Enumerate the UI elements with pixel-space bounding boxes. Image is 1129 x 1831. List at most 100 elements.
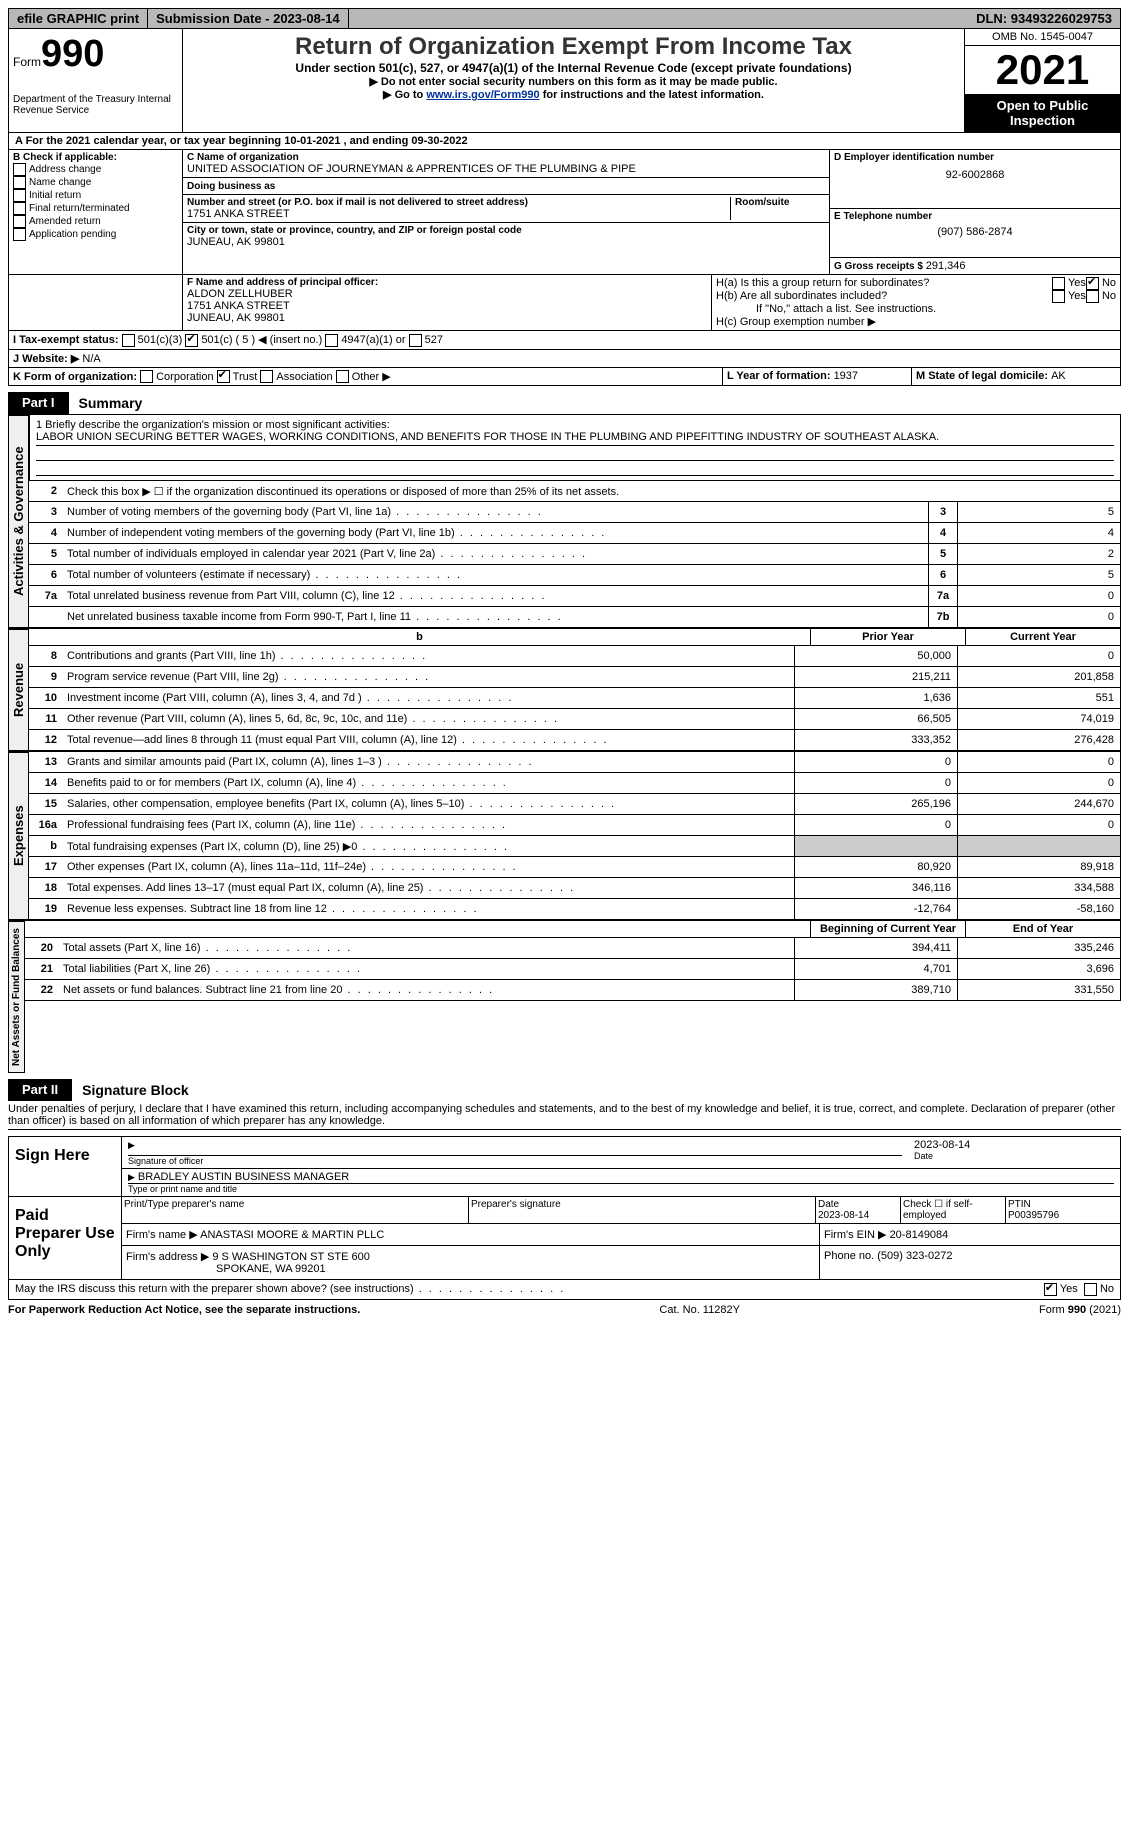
- hb-label: H(b) Are all subordinates included?: [716, 290, 1052, 303]
- irs-link[interactable]: www.irs.gov/Form990: [426, 89, 539, 101]
- sign-here-label: Sign Here: [9, 1137, 122, 1196]
- public-inspection: Open to Public Inspection: [965, 94, 1120, 132]
- footer-left: For Paperwork Reduction Act Notice, see …: [8, 1304, 360, 1316]
- city-label: City or town, state or province, country…: [187, 225, 825, 236]
- period-row: A For the 2021 calendar year, or tax yea…: [8, 133, 1121, 150]
- mission-block: 1 Briefly describe the organization's mi…: [29, 415, 1121, 481]
- discuss-question: May the IRS discuss this return with the…: [15, 1283, 1044, 1296]
- officer-addr1: 1751 ANKA STREET: [187, 300, 707, 312]
- line-2: Check this box ▶ ☐ if the organization d…: [63, 483, 1120, 500]
- firm-addr-label: Firm's address ▶: [126, 1251, 212, 1263]
- city-state-zip: JUNEAU, AK 99801: [187, 236, 825, 248]
- gross-receipts-label: G Gross receipts $: [834, 261, 926, 272]
- chk-501c3[interactable]: [122, 334, 135, 347]
- prep-selfemp: Check ☐ if self-employed: [901, 1197, 1006, 1223]
- chk-other[interactable]: [336, 370, 349, 383]
- prep-name-label: Print/Type preparer's name: [122, 1197, 469, 1223]
- curr-13: 0: [957, 752, 1120, 772]
- discuss-yes[interactable]: [1044, 1283, 1057, 1296]
- curr-12: 276,428: [957, 730, 1120, 750]
- part1-header: Part I Summary: [8, 392, 1121, 414]
- summary-line-4: Number of independent voting members of …: [63, 525, 928, 541]
- prior-13: 0: [794, 752, 957, 772]
- prior-14: 0: [794, 773, 957, 793]
- footer-right: Form 990 (2021): [1039, 1304, 1121, 1316]
- formation-year: 1937: [834, 370, 858, 382]
- chk-assoc[interactable]: [260, 370, 273, 383]
- prior-11: 66,505: [794, 709, 957, 729]
- prior-16a: 0: [794, 815, 957, 835]
- discuss-row: May the IRS discuss this return with the…: [8, 1280, 1121, 1300]
- part1-tab: Part I: [8, 392, 69, 414]
- vlabel-netassets: Net Assets or Fund Balances: [8, 921, 25, 1073]
- org-name: UNITED ASSOCIATION OF JOURNEYMAN & APPRE…: [187, 163, 825, 175]
- line-14: Benefits paid to or for members (Part IX…: [63, 775, 794, 791]
- form-number: 990: [41, 33, 104, 75]
- hb-no[interactable]: [1086, 290, 1099, 303]
- col-current: Current Year: [966, 629, 1120, 645]
- form-header: Form990 Department of the Treasury Inter…: [8, 29, 1121, 133]
- summary-line-7a: Total unrelated business revenue from Pa…: [63, 588, 928, 604]
- vlabel-governance: Activities & Governance: [8, 415, 29, 628]
- perjury-text: Under penalties of perjury, I declare th…: [8, 1101, 1121, 1130]
- curr-19: -58,160: [957, 899, 1120, 919]
- prior-22: 389,710: [794, 980, 957, 1000]
- part1-title: Summary: [69, 392, 153, 414]
- tax-year: 2021: [965, 46, 1120, 94]
- curr-10: 551: [957, 688, 1120, 708]
- line-8: Contributions and grants (Part VIII, lin…: [63, 648, 794, 664]
- room-suite: Room/suite: [730, 197, 825, 220]
- ein-value: 92-6002868: [834, 169, 1116, 181]
- line-b-spacer: b: [29, 629, 811, 645]
- summary-line-3: Number of voting members of the governin…: [63, 504, 928, 520]
- line-b: Total fundraising expenses (Part IX, col…: [63, 838, 794, 855]
- prior-8: 50,000: [794, 646, 957, 666]
- discuss-no[interactable]: [1084, 1283, 1097, 1296]
- hb-yes[interactable]: [1052, 290, 1065, 303]
- firm-addr: 9 S WASHINGTON ST STE 600: [212, 1251, 370, 1263]
- line-9: Program service revenue (Part VIII, line…: [63, 669, 794, 685]
- top-bar: efile GRAPHIC print Submission Date - 20…: [8, 8, 1121, 29]
- chk-527[interactable]: [409, 334, 422, 347]
- line-12: Total revenue—add lines 8 through 11 (mu…: [63, 732, 794, 748]
- box-c: C Name of organization UNITED ASSOCIATIO…: [183, 150, 829, 274]
- chk-4947[interactable]: [325, 334, 338, 347]
- website-label: J Website: ▶: [13, 353, 79, 365]
- chk-501c[interactable]: [185, 334, 198, 347]
- firm-name-label: Firm's name ▶: [126, 1229, 200, 1241]
- officer-addr2: JUNEAU, AK 99801: [187, 312, 707, 324]
- chk-address-change[interactable]: [13, 163, 26, 176]
- goto-instruction: ▶ Go to www.irs.gov/Form990 for instruct…: [187, 88, 960, 101]
- chk-amended-return[interactable]: [13, 215, 26, 228]
- chk-trust[interactable]: [217, 370, 230, 383]
- chk-initial-return[interactable]: [13, 189, 26, 202]
- sig-officer-label: Signature of officer: [128, 1156, 902, 1166]
- curr-21: 3,696: [957, 959, 1120, 979]
- website-value: N/A: [82, 353, 100, 365]
- omb-number: OMB No. 1545-0047: [965, 29, 1120, 46]
- signature-block: Sign Here Signature of officer 2023-08-1…: [8, 1136, 1121, 1280]
- chk-final-return-terminated[interactable]: [13, 202, 26, 215]
- summary-line-5: Total number of individuals employed in …: [63, 546, 928, 562]
- hb-note: If "No," attach a list. See instructions…: [716, 303, 1116, 315]
- chk-corp[interactable]: [140, 370, 153, 383]
- line-15: Salaries, other compensation, employee b…: [63, 796, 794, 812]
- chk-application-pending[interactable]: [13, 228, 26, 241]
- taxexempt-label: I Tax-exempt status:: [13, 334, 119, 346]
- summary-val-5: 2: [957, 544, 1120, 564]
- form-word: Form: [13, 55, 41, 69]
- prep-sig-label: Preparer's signature: [469, 1197, 816, 1223]
- chk-name-change[interactable]: [13, 176, 26, 189]
- part2-title: Signature Block: [72, 1079, 199, 1101]
- sig-name: BRADLEY AUSTIN BUSINESS MANAGER: [128, 1171, 1114, 1184]
- line-16a: Professional fundraising fees (Part IX, …: [63, 817, 794, 833]
- domicile-label: M State of legal domicile:: [916, 370, 1051, 382]
- curr-15: 244,670: [957, 794, 1120, 814]
- line-17: Other expenses (Part IX, column (A), lin…: [63, 859, 794, 875]
- ha-no[interactable]: [1086, 277, 1099, 290]
- ha-label: H(a) Is this a group return for subordin…: [716, 277, 1052, 290]
- ha-yes[interactable]: [1052, 277, 1065, 290]
- summary-line-7b: Net unrelated business taxable income fr…: [63, 609, 928, 625]
- phone-label: E Telephone number: [834, 211, 1116, 222]
- form-subtitle: Under section 501(c), 527, or 4947(a)(1)…: [187, 61, 960, 75]
